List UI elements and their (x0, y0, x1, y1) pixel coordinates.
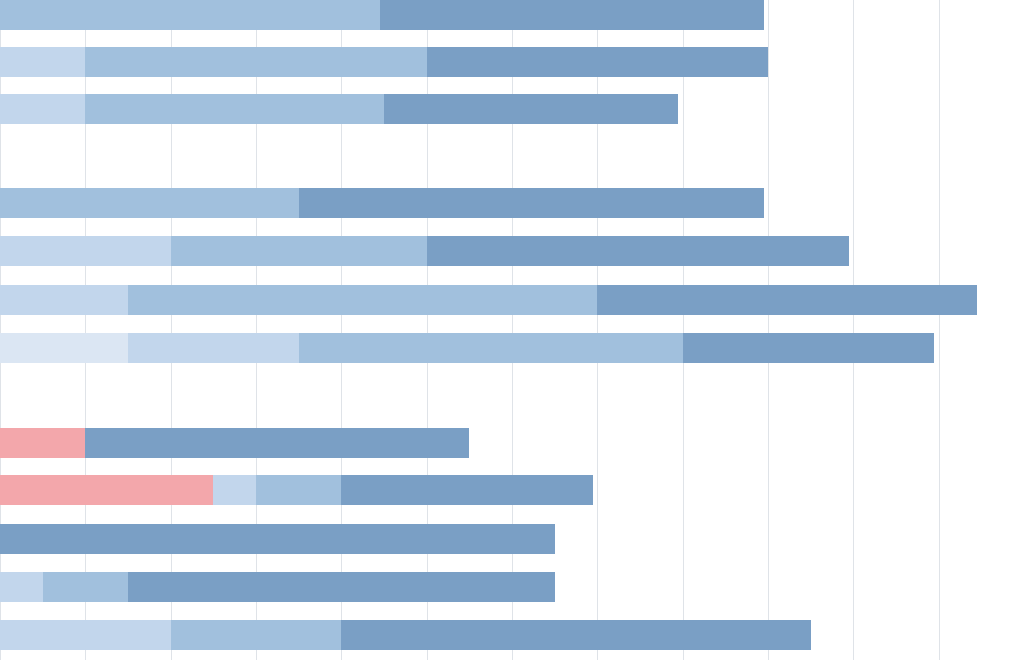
bar-row (0, 333, 934, 363)
bar-row (0, 428, 469, 458)
bar-segment (171, 620, 342, 650)
bar-row (0, 188, 764, 218)
bar-segment (171, 236, 427, 266)
bar-row (0, 475, 593, 505)
bar-segment (683, 333, 935, 363)
bar-segment (256, 475, 341, 505)
grid-line (683, 0, 684, 660)
bar-row (0, 572, 555, 602)
bar-row (0, 94, 678, 124)
bar-segment (0, 620, 171, 650)
bar-segment (299, 188, 764, 218)
bar-segment (299, 333, 683, 363)
bar-segment (0, 236, 171, 266)
bar-row (0, 524, 555, 554)
bar-segment (0, 524, 555, 554)
bar-segment (85, 94, 384, 124)
bar-segment (128, 333, 299, 363)
bar-segment (0, 188, 299, 218)
bar-segment (128, 285, 597, 315)
bar-segment (380, 0, 764, 30)
bar-segment (341, 620, 810, 650)
grid-line (768, 0, 769, 660)
bar-segment (0, 285, 128, 315)
stacked-bar-chart (0, 0, 1024, 660)
bar-segment (427, 236, 849, 266)
grid-line (853, 0, 854, 660)
bar-segment (85, 428, 469, 458)
bar-segment (384, 94, 678, 124)
bar-segment (85, 47, 426, 77)
bar-segment (128, 572, 555, 602)
bar-segment (0, 333, 128, 363)
bar-segment (0, 428, 85, 458)
bar-row (0, 620, 811, 650)
bar-segment (213, 475, 256, 505)
bar-row (0, 236, 849, 266)
bar-segment (0, 0, 380, 30)
bar-segment (0, 47, 85, 77)
bar-row (0, 0, 764, 30)
grid-line (939, 0, 940, 660)
bar-row (0, 47, 768, 77)
bar-segment (0, 572, 43, 602)
bar-segment (43, 572, 128, 602)
bar-segment (427, 47, 768, 77)
bar-segment (597, 285, 977, 315)
bar-segment (0, 475, 213, 505)
bar-row (0, 285, 977, 315)
bar-segment (0, 94, 85, 124)
bar-segment (341, 475, 593, 505)
